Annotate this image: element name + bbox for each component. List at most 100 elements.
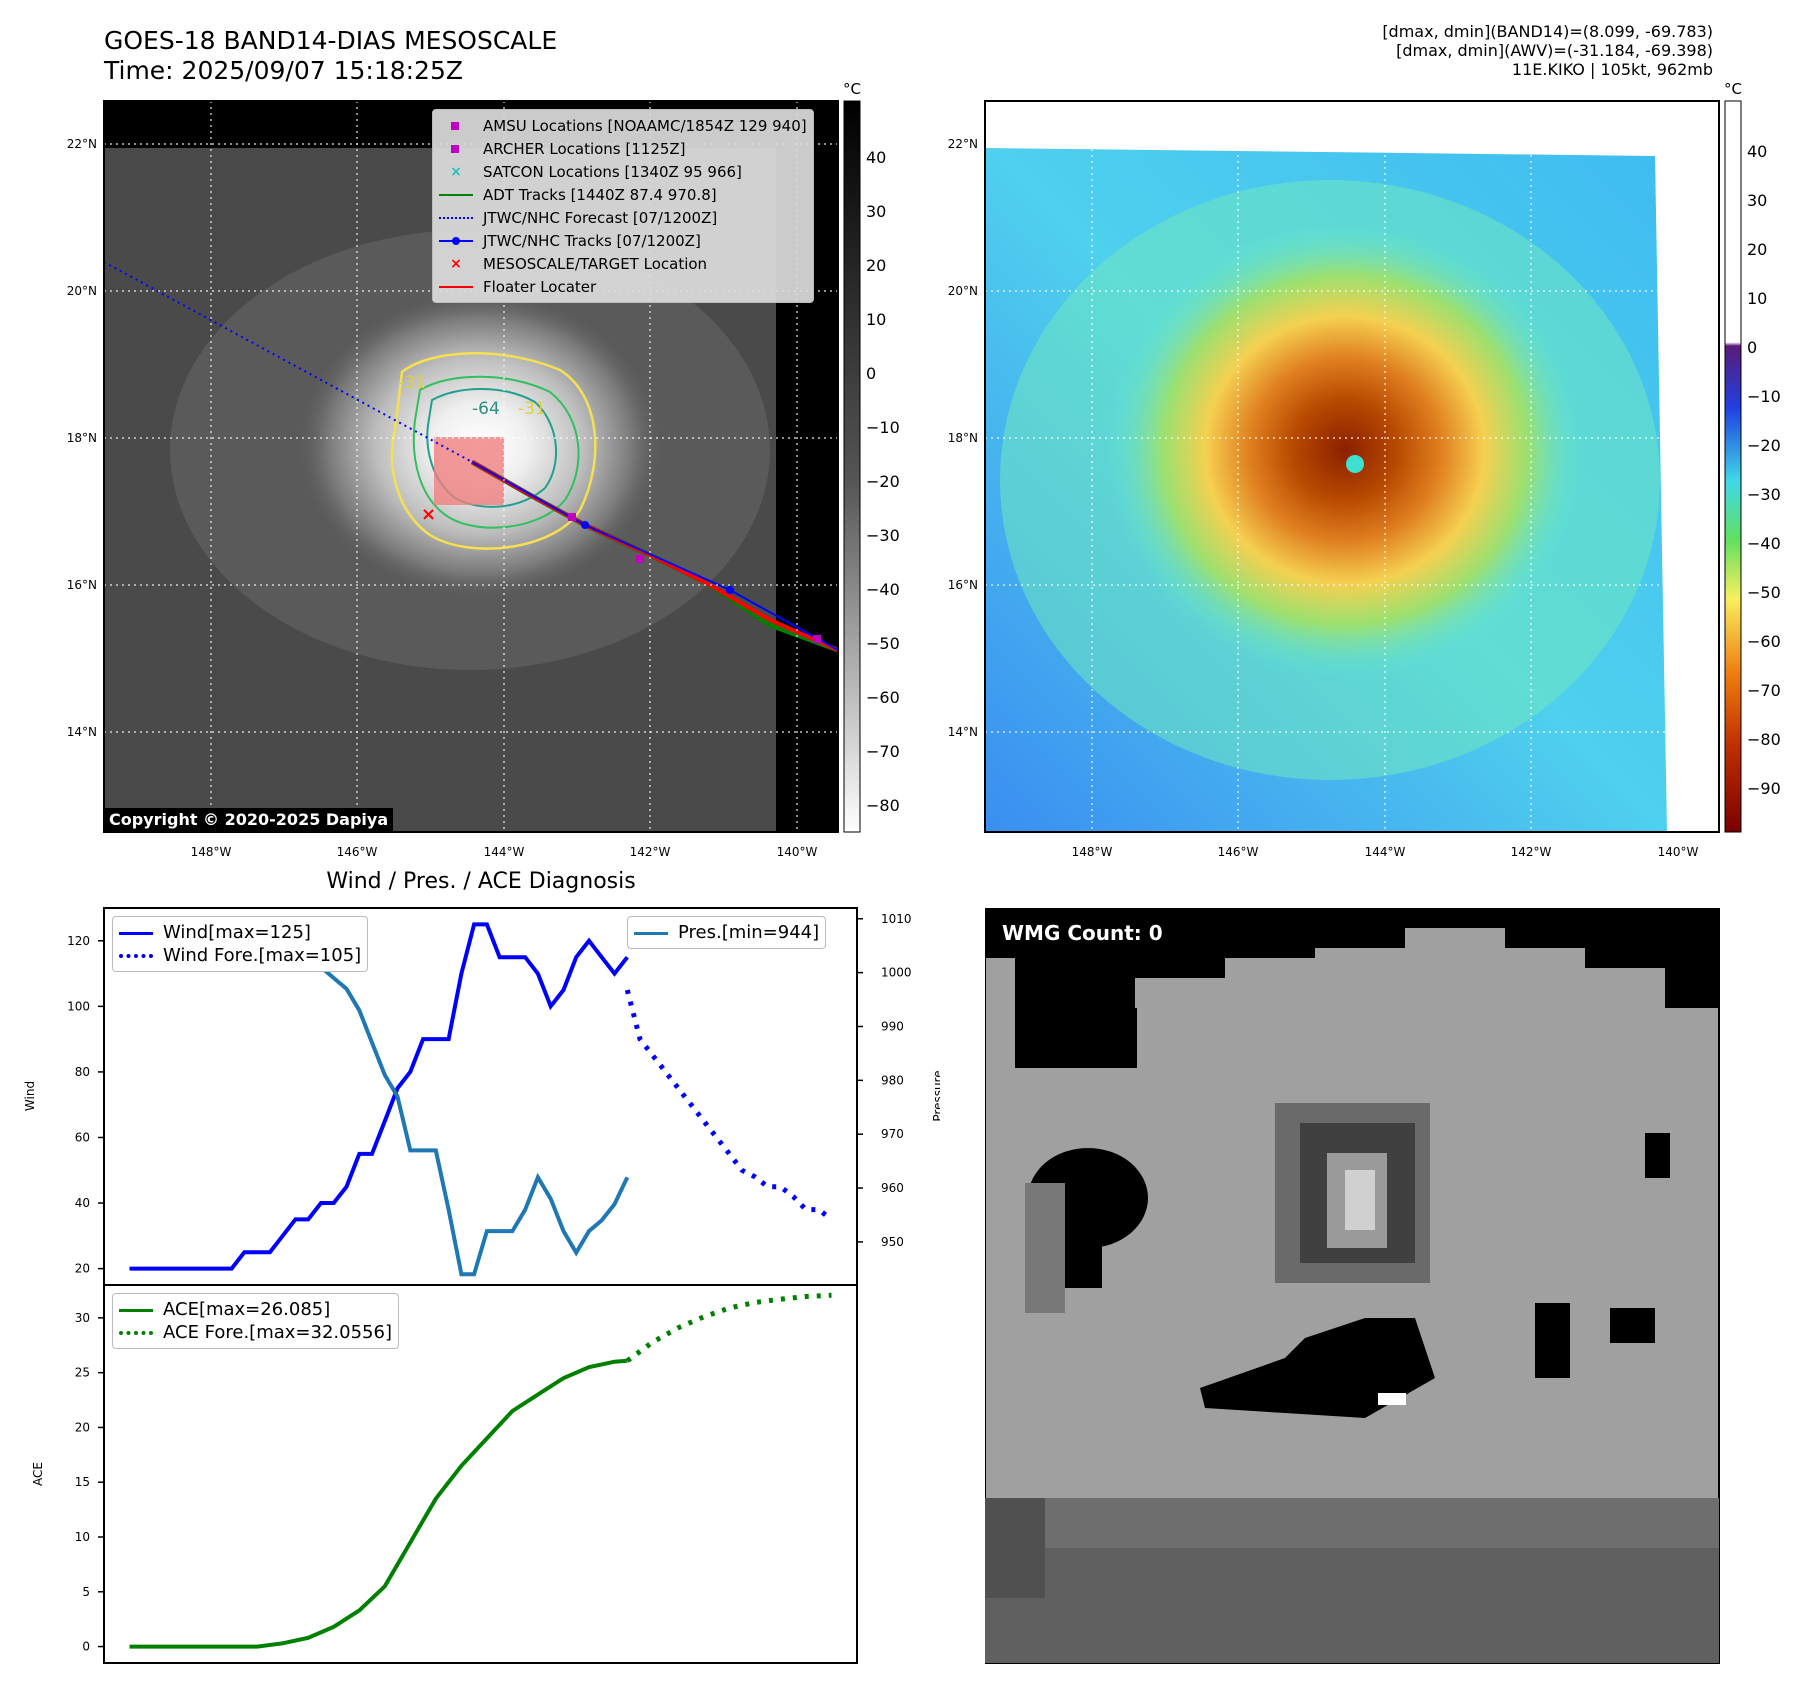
svg-text:0: 0 [1747, 338, 1757, 357]
diagnosis-chart: Wind / Pres. / ACE Diagnosis Wind Pressu… [23, 869, 940, 1664]
svg-text:−40: −40 [866, 580, 900, 599]
ace-legend: ACE[max=26.085] ACE Fore.[max=32.0556] [112, 1293, 399, 1349]
ir-legend: AMSU Locations [NOAAMC/1854Z 129 940] AR… [432, 109, 814, 303]
y-tick-label: 20 [75, 1420, 90, 1434]
y2-tick-label: 950 [881, 1235, 904, 1249]
svg-text:-31: -31 [518, 399, 546, 419]
legend-item-floater: Floater Locater [439, 275, 807, 298]
svg-text:−90: −90 [1747, 779, 1781, 798]
svg-text:22°N: 22°N [67, 137, 97, 151]
series-aceline [129, 1358, 628, 1649]
y-tick-label: 80 [75, 1065, 90, 1079]
legend-item-target: × MESOSCALE/TARGET Location [450, 254, 708, 273]
awv-colorbar-ticks: 40 30 20 10 0 −10 −20 −30 −40 −50 −60 −7… [1747, 142, 1781, 798]
svg-text:-64: -64 [472, 399, 500, 419]
y-tick-label: 10 [75, 1530, 90, 1544]
storm-metadata: [dmax, dmin](BAND14)=(8.099, -69.783) [d… [1382, 22, 1713, 79]
svg-text:30: 30 [1747, 191, 1767, 210]
awv-colorbar-unit: °C [1724, 80, 1742, 98]
svg-text:−20: −20 [1747, 436, 1781, 455]
ir-colorbar-ticks: 40 30 20 10 0 −10 −20 −30 −40 −50 −60 −7… [866, 148, 900, 815]
legend-item-satcon: × SATCON Locations [1340Z 95 966] [450, 162, 742, 181]
svg-text:22°N: 22°N [948, 137, 978, 151]
mesoscale-box [434, 437, 504, 505]
ace-ylabel: ACE [31, 1462, 45, 1486]
svg-text:16°N: 16°N [67, 578, 97, 592]
svg-text:140°W: 140°W [777, 845, 818, 859]
wind-axes [103, 907, 858, 1286]
contour-31 [390, 352, 597, 550]
svg-text:−50: −50 [1747, 583, 1781, 602]
y-tick-label: 40 [75, 1196, 90, 1210]
svg-text:16°N: 16°N [948, 578, 978, 592]
meta-line-3: 11E.KIKO | 105kt, 962mb [1511, 60, 1713, 79]
svg-text:−30: −30 [866, 526, 900, 545]
wmg-count-label: WMG Count: 0 [995, 918, 1170, 948]
svg-text:148°W: 148°W [191, 845, 232, 859]
y2-tick-label: 970 [881, 1127, 904, 1141]
ir-colorbar [843, 100, 861, 833]
pressure-ylabel: Pressure [931, 1070, 940, 1121]
svg-text:142°W: 142°W [1511, 845, 1552, 859]
svg-text:14°N: 14°N [948, 725, 978, 739]
y-tick-label: 25 [75, 1366, 90, 1380]
y-tick-label: 100 [67, 999, 90, 1013]
title-line-2: Time: 2025/09/07 15:18:25Z [104, 56, 463, 85]
svg-text:−80: −80 [866, 796, 900, 815]
legend-item-jtwc-tracks: JTWC/NHC Tracks [07/1200Z] [439, 229, 807, 252]
legend-item-amsu: AMSU Locations [NOAAMC/1854Z 129 940] [439, 114, 807, 137]
wind-ylabel: Wind [23, 1081, 37, 1111]
svg-text:20°N: 20°N [948, 284, 978, 298]
svg-text:140°W: 140°W [1658, 845, 1699, 859]
svg-text:40: 40 [866, 148, 886, 167]
jtwc-track [471, 461, 838, 651]
y2-tick-label: 960 [881, 1181, 904, 1195]
legend-item-wind: Wind[max=125] [119, 921, 361, 944]
ir-colorbar-unit: °C [843, 80, 861, 98]
y-tick-label: 30 [75, 1311, 90, 1325]
y2-tick-label: 1000 [881, 966, 912, 980]
svg-text:−60: −60 [866, 688, 900, 707]
svg-text:-31: -31 [398, 373, 426, 393]
svg-text:−30: −30 [1747, 485, 1781, 504]
y2-tick-label: 1010 [881, 912, 912, 926]
y-tick-label: 20 [75, 1262, 90, 1276]
awv-storm-core [1105, 220, 1585, 680]
y-tick-label: 5 [82, 1585, 90, 1599]
y-tick-label: 60 [75, 1130, 90, 1144]
y2-tick-label: 990 [881, 1019, 904, 1033]
wmg-dark-region [985, 908, 1719, 1068]
svg-text:20: 20 [866, 256, 886, 275]
svg-text:144°W: 144°W [484, 845, 525, 859]
svg-text:−10: −10 [1747, 387, 1781, 406]
svg-text:40: 40 [1747, 142, 1767, 161]
svg-text:20°N: 20°N [67, 284, 97, 298]
title-line-1: GOES-18 BAND14-DIAS MESOSCALE [104, 26, 558, 55]
diagnosis-title: Wind / Pres. / ACE Diagnosis [326, 869, 635, 894]
pressure-legend: Pres.[min=944] [627, 916, 827, 949]
legend-item-pressure: Pres.[min=944] [634, 921, 819, 944]
svg-text:18°N: 18°N [67, 431, 97, 445]
forecast-track [104, 261, 473, 463]
svg-text:142°W: 142°W [630, 845, 671, 859]
legend-item-adt: ADT Tracks [1440Z 87.4 970.8] [439, 183, 807, 206]
y-tick-label: 0 [82, 1640, 90, 1654]
ir-map-panel: -64 -31 -31 × [67, 80, 1781, 859]
svg-text:−70: −70 [866, 742, 900, 761]
legend-item-archer: ARCHER Locations [1125Z] [439, 137, 807, 160]
svg-text:14°N: 14°N [67, 725, 97, 739]
svg-text:−70: −70 [1747, 681, 1781, 700]
y-tick-label: 15 [75, 1475, 90, 1489]
legend-item-wind-forecast: Wind Fore.[max=105] [119, 944, 361, 967]
y2-tick-label: 980 [881, 1073, 904, 1087]
figure-title: GOES-18 BAND14-DIAS MESOSCALE Time: 2025… [104, 26, 557, 86]
svg-text:−20: −20 [866, 472, 900, 491]
svg-text:148°W: 148°W [1072, 845, 1113, 859]
wmg-panel [985, 908, 1720, 1664]
legend-item-forecast: JTWC/NHC Forecast [07/1200Z] [439, 206, 807, 229]
svg-text:18°N: 18°N [948, 431, 978, 445]
wind-legend: Wind[max=125] Wind Fore.[max=105] [112, 916, 369, 972]
series-wind-fore-line [624, 989, 834, 1222]
svg-text:−80: −80 [1747, 730, 1781, 749]
legend-item-ace-forecast: ACE Fore.[max=32.0556] [119, 1321, 392, 1344]
